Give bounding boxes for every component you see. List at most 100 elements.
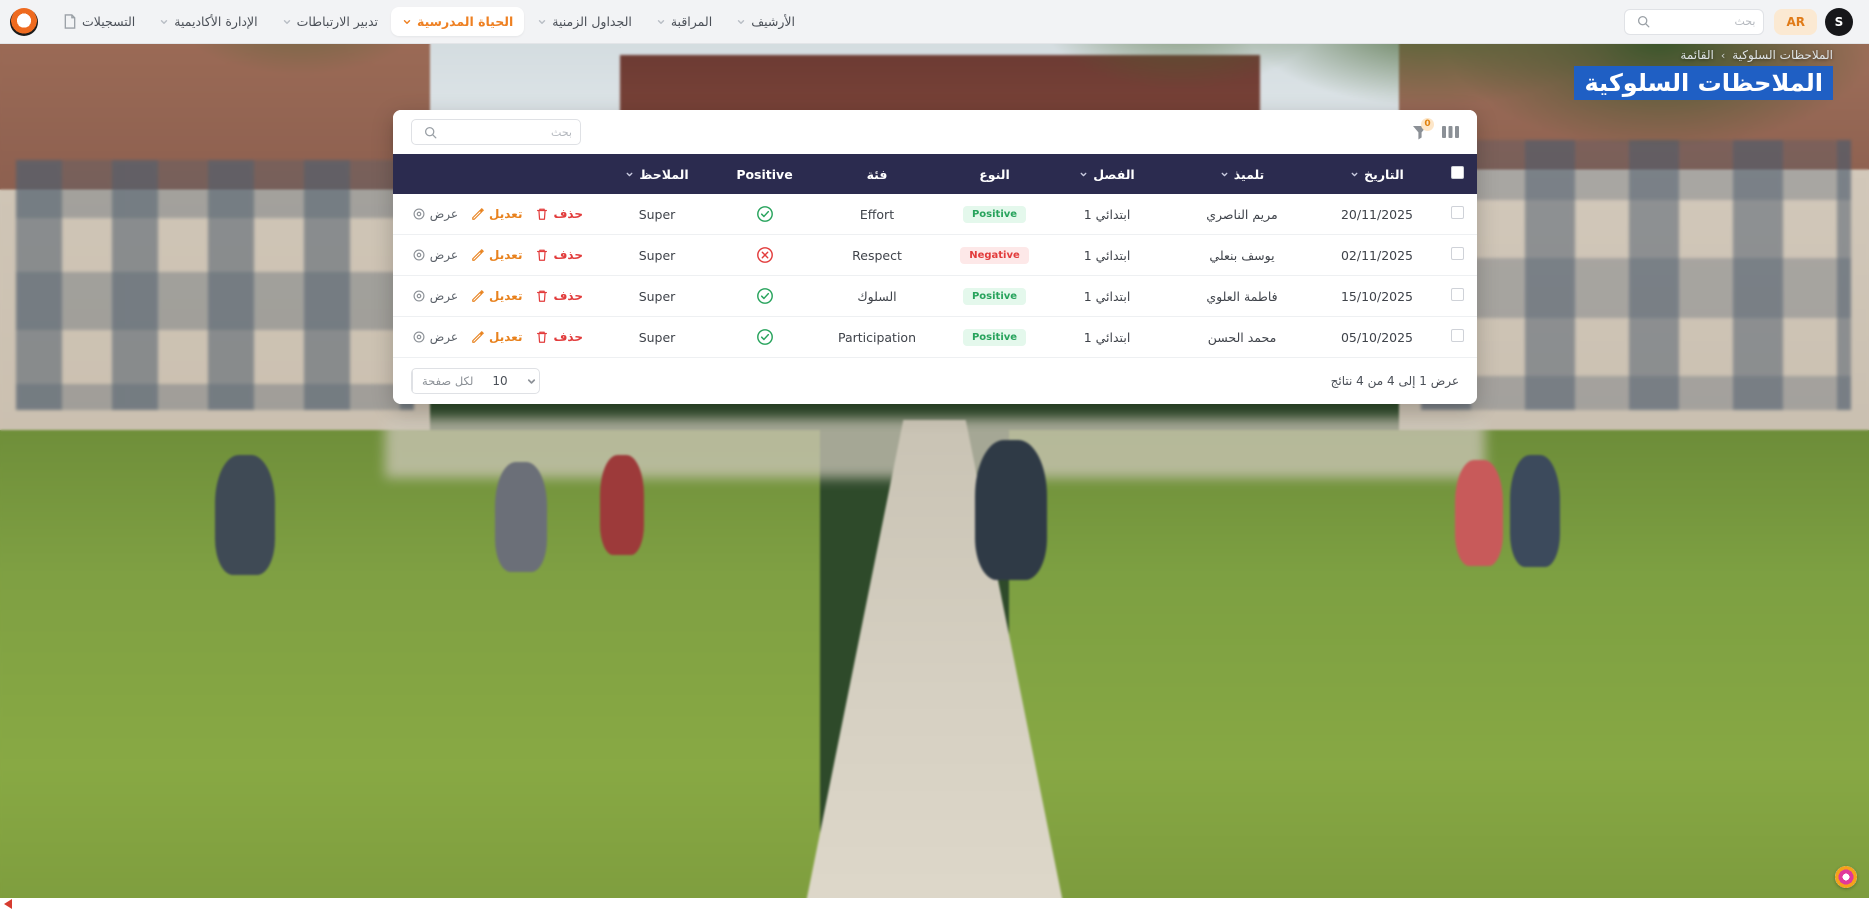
eye-icon [413,249,425,261]
nav-item-school-life[interactable]: الحياة المدرسية [390,7,525,36]
global-search-input[interactable] [1650,15,1756,28]
table-footer: عرض 1 إلى 4 من 4 نتائج 10 لكل صفحة [393,358,1477,404]
global-search[interactable] [1624,8,1765,35]
nav-item-timetables[interactable]: الجداول الزمنية [526,7,643,36]
per-page-selector[interactable]: 10 لكل صفحة [411,368,540,394]
breadcrumb-parent[interactable]: القائمة [1680,48,1714,62]
view-action[interactable]: عرض [412,289,458,303]
avatar[interactable]: S [1825,7,1853,36]
status-badge: Positive [962,206,1027,223]
column-positive[interactable]: Positive [717,154,812,194]
row-checkbox[interactable] [1450,329,1464,342]
table-toolbar: 0 [393,110,1477,154]
cell-class: ابتدائي 1 [1083,329,1131,345]
chevron-down-icon [283,19,290,24]
chevron-down-icon [1221,172,1228,176]
table-search-input[interactable] [437,125,572,139]
pencil-icon [472,249,484,261]
column-label: فئة [866,166,888,182]
view-action[interactable]: عرض [412,248,458,262]
trash-icon [537,290,548,302]
edit-action[interactable]: تعديل [471,248,522,262]
taskbar [0,898,1869,910]
delete-action[interactable]: حذف [535,207,583,221]
trash-icon [537,208,548,220]
language-switcher[interactable]: AR [1774,8,1817,35]
nav-label: المراقبة [670,14,713,29]
cell-actions: حذف تعديل عرض [393,194,597,235]
nav-item-relations[interactable]: تدبير الارتباطات [271,7,389,36]
view-label: عرض [429,248,459,262]
select-all-checkbox[interactable] [1450,166,1464,179]
row-select-cell [1437,235,1477,276]
breadcrumb-current[interactable]: الملاحظات السلوكية [1732,48,1833,62]
breadcrumb-separator: › [1720,48,1726,62]
view-action[interactable]: عرض [412,330,458,344]
nav-item-archive[interactable]: الأرشيف [725,7,806,36]
nav-item-registrations[interactable]: التسجيلات [52,7,146,36]
table-row[interactable]: 05/10/2025 محمد الحسن ابتدائي 1 Positive Par… [393,317,1477,358]
chevron-down-icon [626,172,633,176]
eye-icon [413,208,425,220]
column-category[interactable]: فئة [812,154,942,194]
view-label: عرض [429,207,459,221]
columns-icon [1442,126,1459,138]
column-class[interactable]: الفصل [1047,154,1167,194]
row-select-cell [1437,194,1477,235]
chevron-down-icon [527,378,535,384]
document-icon [64,14,76,29]
cell-observer: Super [638,247,676,263]
column-student[interactable]: تلميذ [1167,154,1317,194]
cell-observer: Super [638,206,676,222]
column-type[interactable]: النوع [942,154,1047,194]
columns-button[interactable] [1442,125,1459,139]
delete-label: حذف [553,330,583,344]
column-observer[interactable]: الملاحظ [597,154,717,194]
cell-student: يوسف بنعلي [1209,247,1275,263]
search-icon [1638,15,1650,28]
row-checkbox[interactable] [1450,288,1464,301]
filter-count-badge: 0 [1421,117,1434,131]
column-date[interactable]: التاريخ [1317,154,1437,194]
edit-label: تعديل [489,207,523,221]
edit-label: تعديل [489,330,523,344]
delete-action[interactable]: حذف [535,330,583,344]
check-circle-icon [756,206,773,222]
pencil-icon [472,331,484,343]
nav-label: تدبير الارتباطات [296,14,378,29]
notification-badge-icon[interactable] [1835,866,1857,888]
chevron-down-icon [657,19,665,24]
nav-item-monitoring[interactable]: المراقبة [645,7,723,36]
edit-label: تعديل [489,248,523,262]
edit-label: تعديل [489,289,523,303]
delete-action[interactable]: حذف [535,248,583,262]
row-checkbox[interactable] [1450,206,1464,219]
table-search[interactable] [411,119,581,145]
cell-class: ابتدائي 1 [1083,247,1131,263]
cell-type: Negative [942,235,1047,276]
chevron-down-icon [1080,172,1087,176]
view-action[interactable]: عرض [412,207,458,221]
edit-action[interactable]: تعديل [471,330,522,344]
cell-positive [717,276,812,317]
table-row[interactable]: 02/11/2025 يوسف بنعلي ابتدائي 1 Negative Res… [393,235,1477,276]
table-row[interactable]: 15/10/2025 فاطمة العلوي ابتدائي 1 Positive ا… [393,276,1477,317]
table-row[interactable]: 20/11/2025 مريم الناصري ابتدائي 1 Positive E… [393,194,1477,235]
nav-item-academic-admin[interactable]: الإدارة الأكاديمية [148,7,268,36]
brand-logo[interactable] [10,7,38,36]
edit-action[interactable]: تعديل [471,207,522,221]
edit-action[interactable]: تعديل [471,289,522,303]
column-actions [393,154,597,194]
topbar-right-cluster: S AR [1624,7,1861,36]
filter-button[interactable]: 0 [1412,117,1434,140]
nav-label: الجداول الزمنية [552,14,632,29]
trash-icon [537,331,548,343]
breadcrumb: الملاحظات السلوكية › القائمة [1680,48,1833,62]
row-checkbox[interactable] [1450,247,1464,260]
status-badge: Positive [962,329,1027,346]
delete-action[interactable]: حذف [535,289,583,303]
eye-icon [413,331,425,343]
search-icon [424,126,437,138]
column-label: Positive [736,166,793,182]
column-label: الملاحظ [639,166,689,182]
